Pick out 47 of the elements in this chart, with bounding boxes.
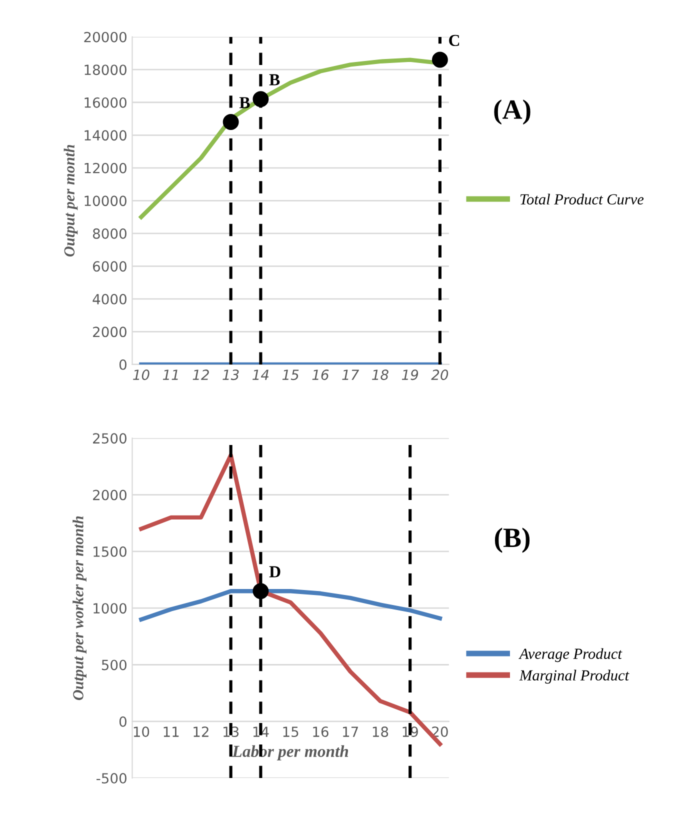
y-tick-label: 0 [119,359,126,370]
y-tick-label: 20000 [84,32,126,42]
y-tick-label: 10000 [84,196,126,206]
annotation: D [269,566,280,578]
annotation: C [449,34,460,46]
y-tick-label: 16000 [84,97,126,108]
x-tick-label: 10 [134,726,150,738]
x-tick-label: 17 [343,726,358,737]
x-tick-label: 18 [372,370,388,380]
annotation: B [239,97,250,108]
y-tick-label: 4000 [92,294,126,304]
y-tick-label: 14000 [84,130,126,141]
y-tick-label: 2500 [93,433,126,444]
text: (A) [494,99,530,125]
x-tick-label: 11 [162,370,178,380]
x-tick-label: 15 [283,726,298,738]
y-tick-label: 2000 [93,326,126,338]
x-tick-label: 18 [372,726,388,738]
y-tick-label: 2000 [93,490,126,500]
y-tick-label: 1500 [94,546,126,557]
text: (B) [494,528,530,553]
y-tick-label: 500 [102,660,126,670]
y-tick-label: -500 [96,773,126,784]
y-tick-label: 18000 [84,64,126,76]
annotation: B [269,74,280,86]
y-axis-title: Output per worker per month [72,516,86,700]
x-tick-label: 16 [312,370,329,380]
x-tick-label: 12 [194,726,208,737]
y-tick-label: 0 [119,716,126,727]
y-axis-title: Output per month [64,144,78,257]
x-tick-label: 14 [252,370,269,380]
x-tick-label: 20 [431,370,448,380]
legend-label: Marginal Product [519,670,630,684]
x-tick-label: 15 [282,370,299,380]
x-tick-label: 17 [342,370,360,380]
x-tick-label: 12 [192,370,209,380]
x-tick-label: 13 [222,370,239,380]
y-tick-label: 6000 [93,261,126,272]
x-tick-label: 11 [164,726,179,737]
y-tick-label: 8000 [92,228,126,239]
y-tick-label: 12000 [84,162,126,174]
x-tick-label: 19 [402,370,418,380]
x-tick-label: 10 [133,370,150,380]
legend-label: Total Product Curve [520,194,644,205]
y-tick-label: 1000 [94,603,126,614]
legend-label: Average Product [518,648,622,662]
x-tick-label: 16 [313,726,328,738]
